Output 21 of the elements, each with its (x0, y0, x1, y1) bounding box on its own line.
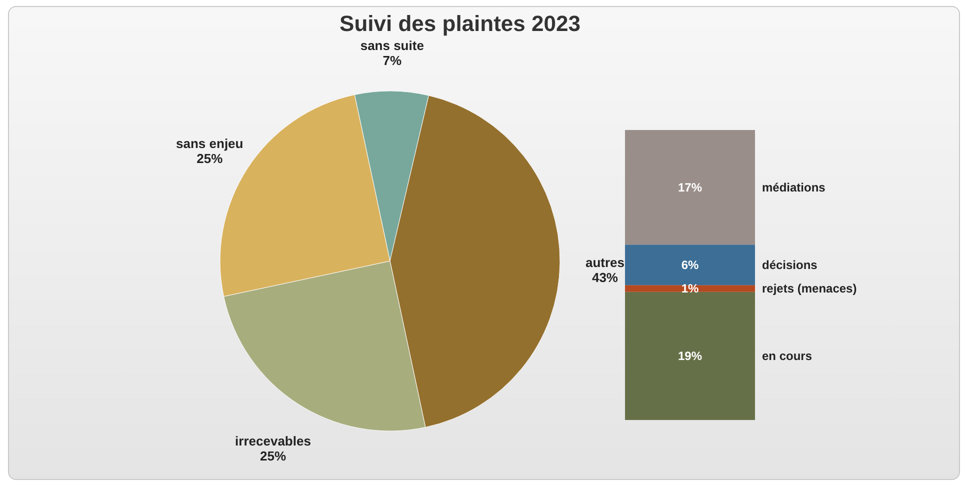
slice-label: sans suite (360, 38, 424, 54)
data-label: 19% (678, 348, 702, 363)
series-label: rejets (menaces) (762, 281, 857, 296)
bar (625, 292, 755, 420)
data-label: 25% (196, 151, 224, 166)
data-label: 6% (681, 258, 699, 272)
slice-label: sans enjeu (176, 136, 244, 152)
bar (625, 285, 755, 292)
data-label: 17% (678, 180, 702, 194)
chart-title: Suivi des plaintes 2023 (340, 11, 580, 36)
slice-label: autres (585, 255, 625, 270)
data-label: 1% (681, 281, 699, 296)
series-label: décisions (762, 258, 818, 272)
slice-label: irrecevables (235, 433, 311, 448)
data-label: 7% (382, 53, 402, 68)
series-label: médiations (762, 180, 826, 194)
series-label: en cours (762, 348, 812, 363)
bar (625, 244, 755, 286)
data-label: 25% (260, 448, 286, 464)
data-label: 43% (592, 270, 618, 286)
bar (625, 130, 755, 245)
